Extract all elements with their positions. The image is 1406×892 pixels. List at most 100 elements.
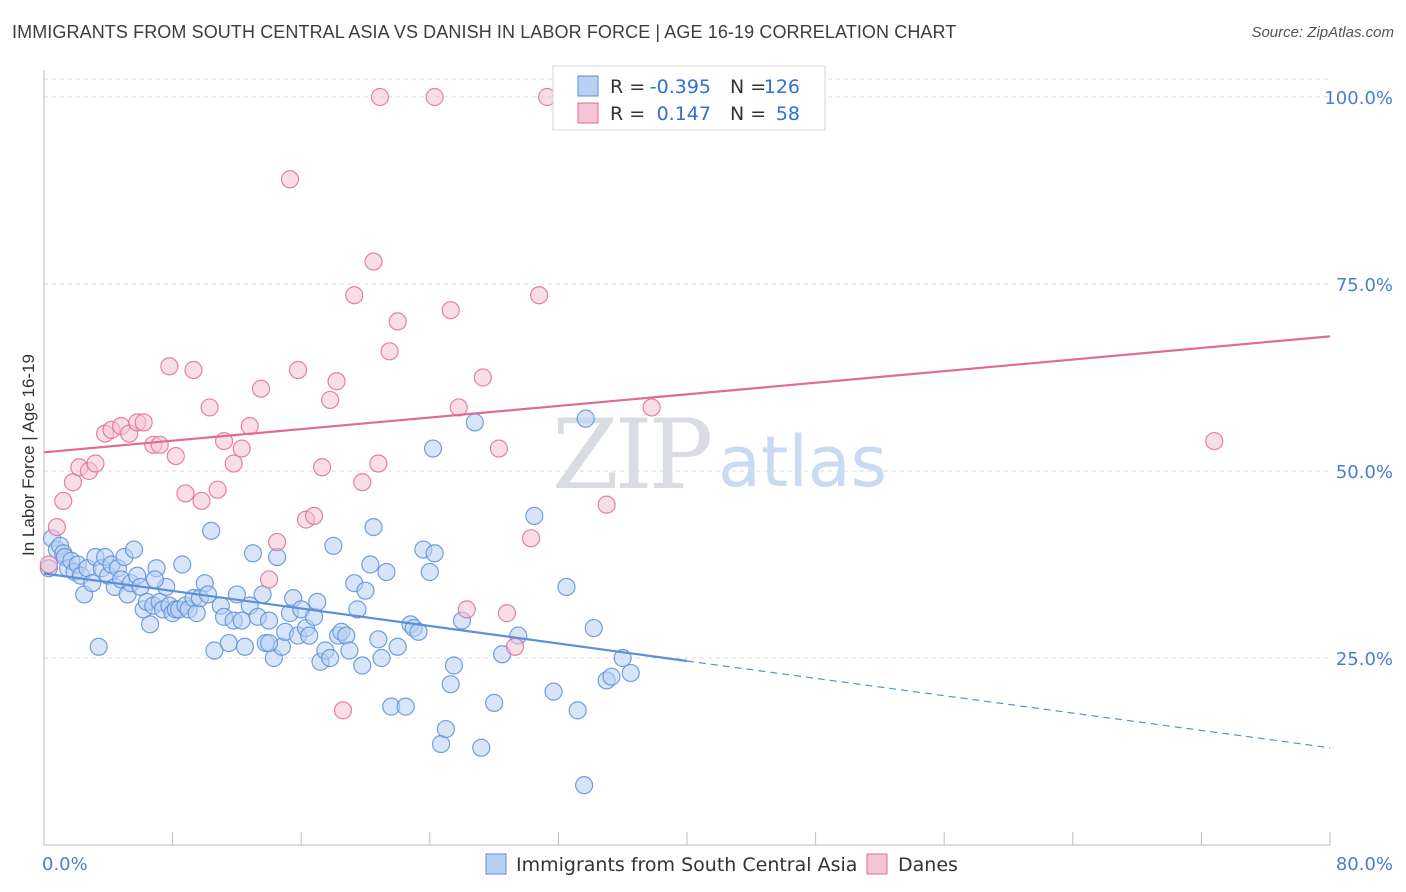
data-point [267,532,287,552]
x-tick-label: 80.0% [1336,854,1393,875]
trend-line-extension [686,660,1331,749]
data-points [39,87,1224,795]
data-point [324,536,343,555]
data-point [568,701,587,720]
data-point [243,544,263,563]
legend-n-value-2: 58 [776,103,800,125]
data-point [353,656,372,675]
trend-lines [43,335,1331,749]
data-point [642,398,661,417]
chart-title: IMMIGRANTS FROM SOUTH CENTRAL ASIA VS DA… [12,22,957,42]
data-point [444,656,464,675]
watermark-zip: ZIP [552,399,711,511]
x-tick-labels: 0.0% 80.0% [42,854,1393,875]
data-point [497,604,517,623]
series-pink [39,87,1224,720]
data-point [176,484,195,503]
data-point [345,286,364,305]
x-tick-label: 0.0% [42,854,88,875]
data-point [489,439,509,458]
data-point [280,170,300,189]
data-point [134,413,153,432]
data-point [356,581,375,600]
data-point [485,693,504,712]
data-point [187,604,206,623]
data-point [205,641,224,660]
data-point [312,458,332,477]
legend-r-label-2: R = [610,103,645,125]
data-point [173,555,192,574]
data-point [364,517,383,537]
legend-swatch-pink [577,102,599,124]
data-point [409,622,428,641]
data-point [83,574,102,593]
legend-r-value-2: 0.147 [657,103,711,125]
data-point [54,491,73,511]
data-point [251,379,271,398]
data-point [364,252,383,271]
data-point [361,555,380,574]
data-point [321,390,340,410]
series-legend-swatch-pink [866,853,888,875]
data-point [308,592,327,612]
data-point [202,521,221,540]
data-point [377,562,396,582]
grid-lines [44,78,1330,659]
y-axis-label: In Labor Force | Age 16-19 [19,354,38,556]
series-blue [39,409,640,795]
data-point [425,87,444,107]
data-point [576,409,595,428]
data-point [621,663,640,683]
data-point [557,577,576,597]
data-point [369,630,388,649]
data-point [219,633,238,653]
data-point [396,697,415,716]
series-legend-label-1: Immigrants from South Central Asia [516,854,857,876]
data-point [208,480,227,499]
data-point [224,454,243,473]
data-point [86,454,105,473]
data-point [380,342,399,361]
data-point [327,372,346,391]
data-point [423,439,443,458]
data-point [575,776,594,795]
data-point [166,446,185,466]
series-legend-swatch-blue [485,853,507,875]
data-point [288,360,308,380]
data-point [333,701,353,720]
data-point [436,719,455,739]
legend-r-value-1: -0.395 [650,76,711,98]
legend-n-label-2: N = [730,103,766,125]
data-point [259,570,279,589]
watermark: ZIP atlas [552,399,887,511]
data-point [63,473,83,492]
y-tick-label: 50.0% [1336,462,1393,483]
trend-line-blue [43,572,688,663]
chart-source: Source: ZipAtlas.com [1251,24,1394,41]
data-point [340,641,359,660]
series-legend: Immigrants from South Central Asia Danes [485,853,958,876]
data-point [259,633,279,653]
data-point [240,417,259,436]
stats-legend: R = -0.395 N = 126 R = 0.147 N = 58 [552,65,826,131]
data-point [388,312,407,331]
data-point [372,648,391,668]
data-point [521,529,541,548]
data-point [300,626,319,645]
data-point [530,286,549,305]
data-point [200,398,219,417]
data-point [441,301,460,320]
data-point [124,540,144,559]
watermark-atlas: atlas [718,421,887,503]
data-point [465,413,484,432]
data-point [353,473,372,492]
data-point [192,491,211,511]
legend-n-label-1: N = [730,76,766,98]
axes [43,70,1331,846]
data-point [140,615,160,634]
data-point [420,562,439,582]
data-point [441,675,460,694]
data-point [425,544,444,563]
data-point [160,357,179,376]
